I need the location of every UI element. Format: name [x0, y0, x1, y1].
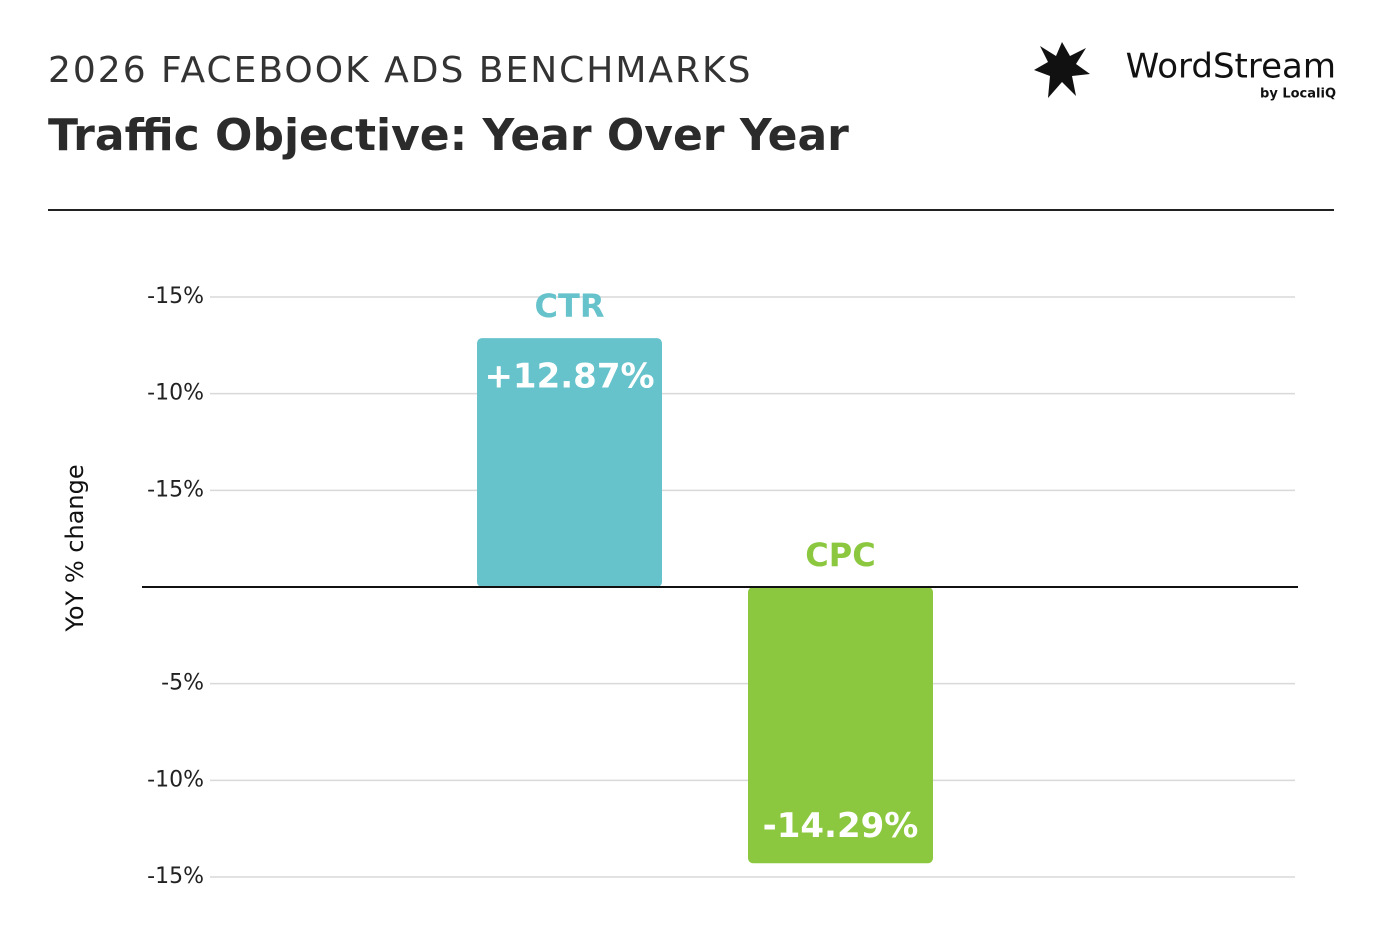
- y-tick-label: -10%: [147, 767, 204, 792]
- y-tick-label: -5%: [161, 671, 204, 696]
- value-label: +12.87%: [484, 357, 654, 397]
- bar: [477, 338, 662, 587]
- brand-logo-icon: [1034, 42, 1090, 98]
- bar: [748, 587, 933, 864]
- chart-subtitle: 2026 FACEBOOK ADS BENCHMARKS: [48, 50, 753, 91]
- chart-title: Traffic Objective: Year Over Year: [48, 110, 849, 161]
- y-axis-label: YoY % change: [61, 464, 89, 632]
- brand-tagline: by LocaliQ: [1260, 87, 1336, 102]
- y-tick-label: -10%: [147, 381, 204, 406]
- category-label: CTR: [535, 287, 605, 325]
- category-label: CPC: [805, 536, 875, 574]
- y-tick-label: -15%: [147, 477, 204, 502]
- value-label: -14.29%: [763, 806, 919, 846]
- brand-name: WordStream: [1126, 47, 1336, 87]
- y-tick-label: -15%: [147, 864, 204, 889]
- y-tick-label: -15%: [147, 284, 204, 309]
